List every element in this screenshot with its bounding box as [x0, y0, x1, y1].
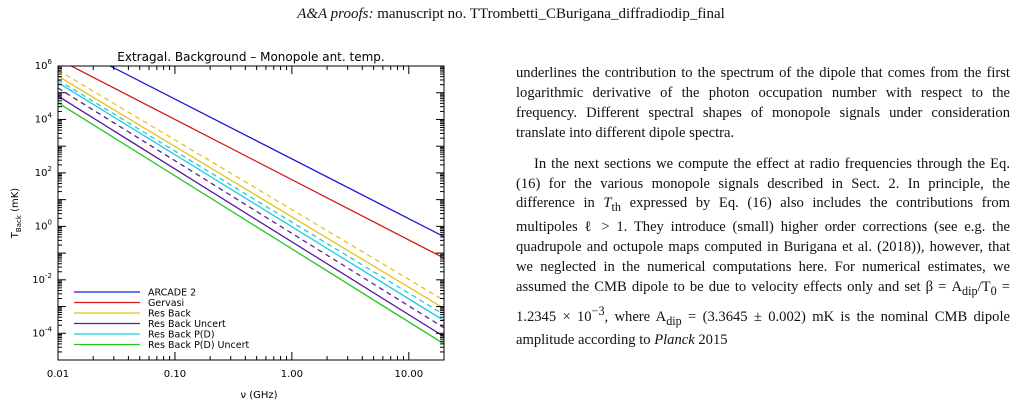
p2-T: T [603, 195, 612, 212]
p2-g: 2015 [694, 332, 728, 349]
series-line-arcade-2-0 [108, 66, 444, 238]
paragraph-1: underlines the contribution to the spect… [516, 65, 1010, 141]
figure: 0.01 0.10 1.00 10.00 106 104 102 100 10-2 10-4 Ext… [0, 48, 500, 412]
legend-label: Res Back P(D) [148, 330, 215, 341]
journal-name: A&A proofs: [297, 6, 374, 22]
manuscript-id: manuscript no. TTrombetti_CBurigana_diff… [377, 6, 725, 22]
p2-dip1: dip [962, 283, 978, 298]
y-tick-label: 102 [35, 165, 52, 179]
series-line-res-back-uncert-4 [58, 95, 444, 338]
y-tick-label: 10-2 [32, 272, 52, 286]
p2-a: In the next sections we compute the effe… [516, 155, 1010, 212]
p2-zero: 0 [990, 283, 997, 298]
monopole-chart: 0.01 0.10 1.00 10.00 106 104 102 100 10-2 10-4 Ext… [10, 50, 445, 401]
p2-exp: −3 [591, 303, 605, 318]
x-tick-label: 10.00 [394, 369, 423, 380]
p2-e: , where A [604, 308, 667, 325]
y-tick-label: 100 [35, 218, 52, 232]
chart-title: Extragal. Background – Monopole ant. tem… [117, 50, 384, 64]
series-line-res-back-3 [58, 75, 444, 309]
p2-f: = (3.3645 ± 0.002) mK is the nominal CMB… [516, 308, 1010, 349]
p2-dip2: dip [666, 313, 682, 328]
p2-th: th [611, 200, 622, 215]
x-tick-label: 1.00 [281, 369, 303, 380]
legend-label: Gervasi [148, 298, 184, 309]
p2-c: /T [977, 278, 991, 295]
p2-d: = 1.2345 × 10 [516, 278, 1010, 325]
body-text-column: underlines the contribution to the spect… [516, 64, 1010, 351]
legend-label: Res Back [148, 309, 192, 320]
y-tick-label: 10-4 [32, 325, 52, 339]
legend-label: Res Back Uncert [148, 319, 226, 330]
x-tick-label: 0.10 [164, 369, 186, 380]
series-line-res-back-p-d--6 [58, 79, 444, 316]
paragraph-2: In the next sections we compute the effe… [516, 155, 1010, 352]
plot-frame [57, 65, 445, 361]
series-line-res-back-2 [58, 69, 444, 301]
series-line-res-back-uncert-5 [58, 87, 444, 329]
y-axis-label: TBack (mK) [10, 188, 23, 239]
legend-label: Res Back P(D) Uncert [148, 340, 249, 351]
y-tick-label: 106 [35, 58, 53, 72]
p2-planck: Planck [654, 332, 695, 349]
y-tick-label: 104 [35, 111, 53, 125]
p2-b: expressed by Eq. (16) also includes the … [516, 195, 1011, 295]
x-axis-label: ν (GHz) [240, 390, 277, 401]
legend-label: ARCADE 2 [148, 288, 196, 299]
x-tick-label: 0.01 [47, 369, 69, 380]
series-line-gervasi-1 [69, 66, 444, 259]
series-line-res-back-p-d-uncert-8 [58, 102, 444, 345]
series-line-res-back-p-d--7 [58, 82, 444, 322]
running-header: A&A proofs: manuscript no. TTrombetti_CB… [0, 6, 1022, 23]
